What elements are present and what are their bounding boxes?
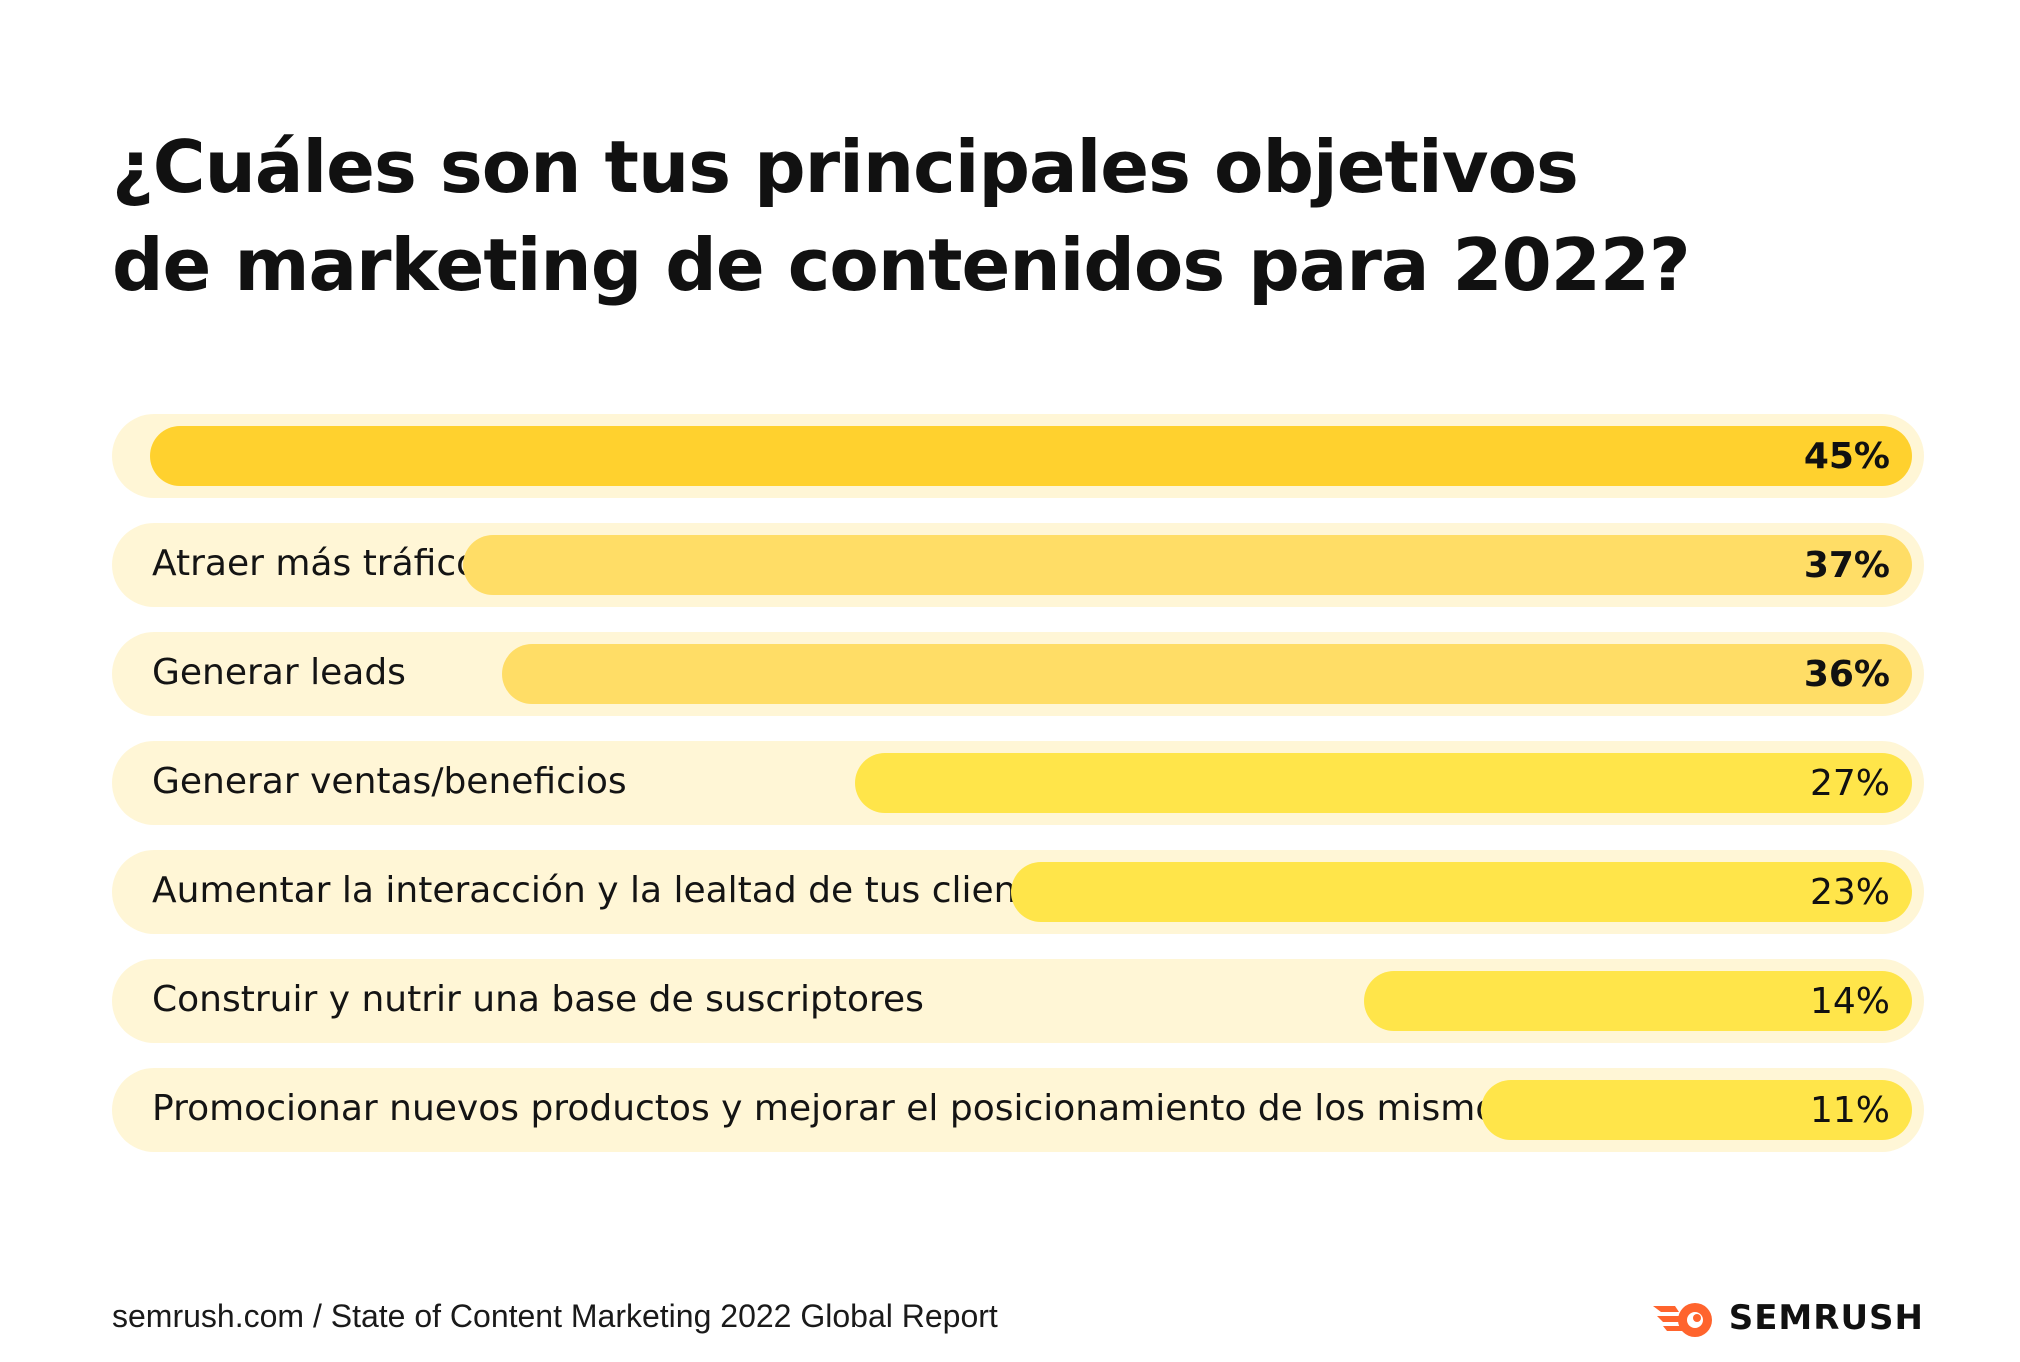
bar: 45% (150, 426, 1912, 486)
bar-value-label: 27% (1809, 763, 1890, 804)
bar-value-label: 14% (1809, 981, 1890, 1022)
bar-row: Promocionar nuevos productos y mejorar e… (112, 1068, 1924, 1152)
bar-row: Atraer más tráfico a la web 37% (112, 523, 1924, 607)
bar-value-label: 11% (1809, 1090, 1890, 1131)
bar-value-label: 37% (1803, 545, 1890, 586)
bar: 14% (1364, 971, 1912, 1031)
bar-row: Aumentar la interacción y la lealtad de … (112, 850, 1924, 934)
brand-logo: SEMRUSH (1649, 1296, 1924, 1340)
bar-row: Generar leads 36% (112, 632, 1924, 716)
bar-label: Generar leads (152, 652, 406, 693)
bar-label: Promocionar nuevos productos y mejorar e… (152, 1088, 1517, 1129)
bar-row: Aumentar el reconocimiento de la marca45… (112, 414, 1924, 498)
bar: 36% (502, 644, 1912, 704)
bar: 37% (463, 535, 1912, 595)
bar-value-label: 45% (1803, 436, 1890, 477)
brand-name: SEMRUSH (1728, 1298, 1924, 1338)
bar-label: Generar ventas/beneficios (152, 761, 627, 802)
bar: 11% (1481, 1080, 1912, 1140)
title-line-1: ¿Cuáles son tus principales objetivos (112, 125, 1579, 209)
source-caption: semrush.com / State of Content Marketing… (112, 1298, 998, 1334)
bar-label: Aumentar la interacción y la lealtad de … (152, 870, 1072, 911)
bar: 27% (855, 753, 1912, 813)
bar-row: Construir y nutrir una base de suscripto… (112, 959, 1924, 1043)
bar-value-label: 23% (1809, 872, 1890, 913)
semrush-flame-icon (1652, 1303, 1712, 1337)
bar-row: Generar ventas/beneficios 27% (112, 741, 1924, 825)
bar: 23% (1011, 862, 1912, 922)
title-line-2: de marketing de contenidos para 2022? (112, 223, 1691, 307)
bar-value-label: 36% (1803, 654, 1890, 695)
chart-title: ¿Cuáles son tus principales objetivos de… (112, 118, 1812, 314)
bar-label: Construir y nutrir una base de suscripto… (152, 979, 924, 1020)
